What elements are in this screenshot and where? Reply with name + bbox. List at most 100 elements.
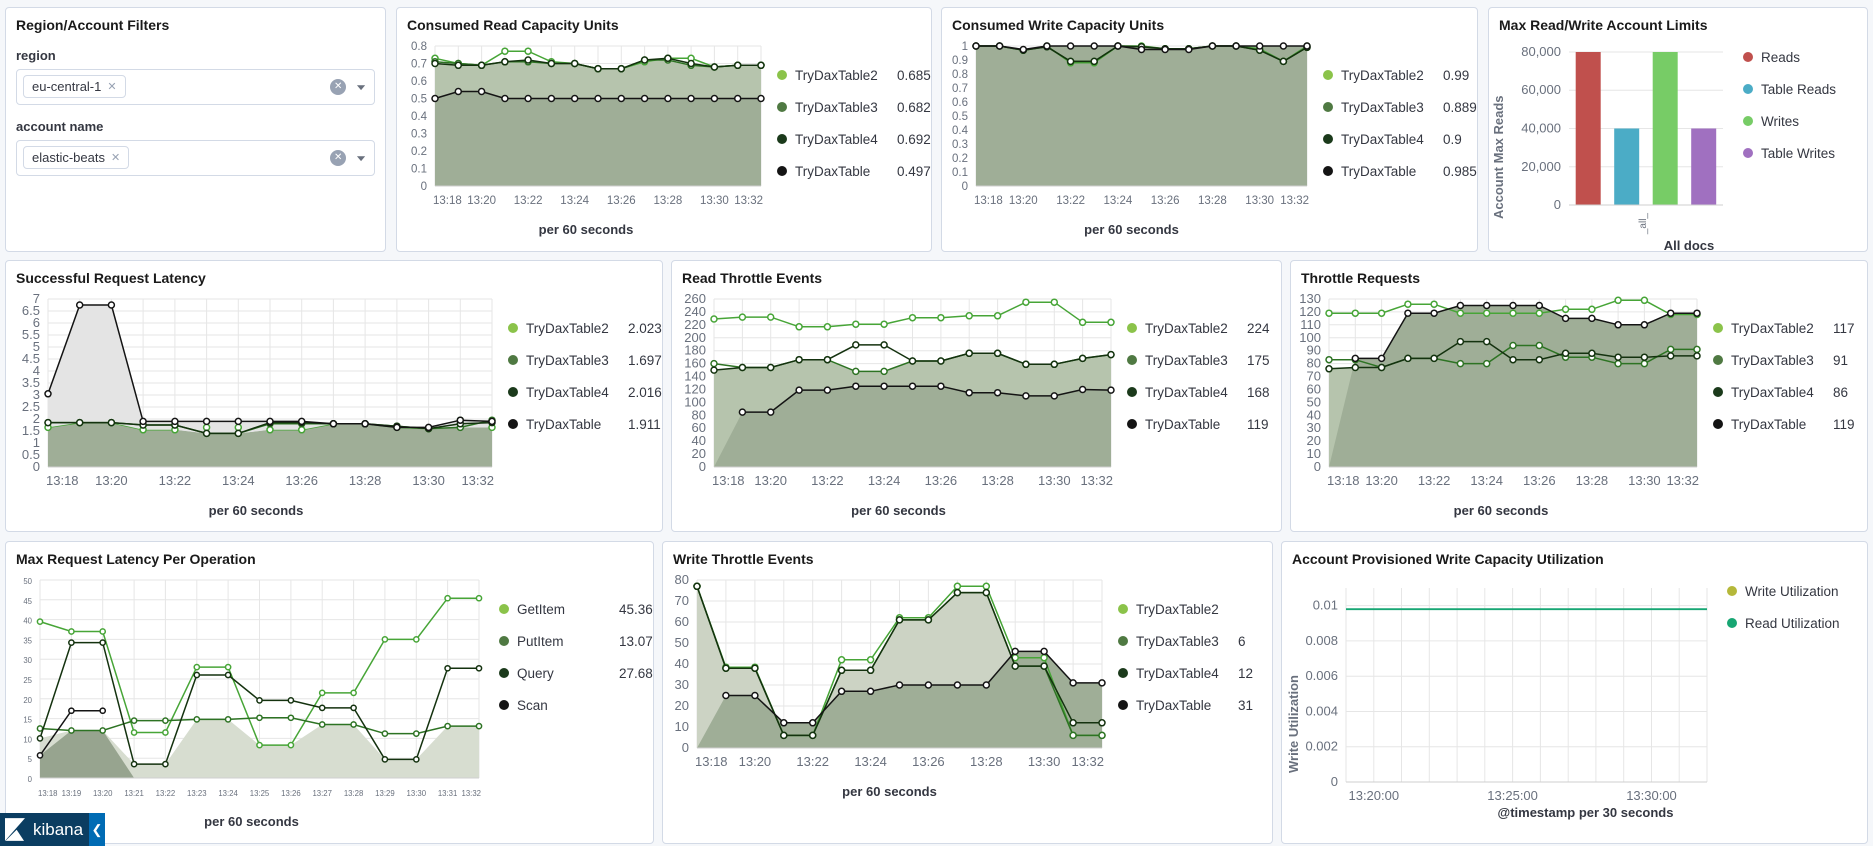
svg-text:0: 0: [28, 775, 33, 784]
svg-text:60,000: 60,000: [1521, 82, 1561, 97]
svg-text:13:18: 13:18: [695, 754, 728, 769]
svg-text:110: 110: [1300, 317, 1321, 332]
svg-text:0.006: 0.006: [1305, 668, 1338, 683]
svg-text:13:21: 13:21: [124, 789, 144, 798]
svg-text:60: 60: [1307, 381, 1321, 396]
svg-text:13:20:00: 13:20:00: [1348, 788, 1399, 803]
svg-text:13:22: 13:22: [811, 473, 844, 488]
svg-text:120: 120: [1299, 304, 1321, 319]
svg-text:50: 50: [675, 635, 689, 650]
svg-text:13:30:00: 13:30:00: [1626, 788, 1677, 803]
svg-text:5: 5: [28, 755, 33, 764]
svg-text:80: 80: [675, 572, 689, 587]
svg-text:0.6: 0.6: [411, 76, 427, 88]
svg-text:13:30: 13:30: [1245, 195, 1274, 207]
svg-text:13:22: 13:22: [1418, 473, 1451, 488]
svg-text:10: 10: [23, 735, 32, 744]
svg-text:140: 140: [684, 368, 706, 383]
svg-text:0: 0: [962, 181, 968, 193]
svg-text:13:24: 13:24: [868, 473, 901, 488]
svg-text:13:29: 13:29: [375, 789, 395, 798]
svg-text:20: 20: [23, 696, 32, 705]
svg-text:13:26: 13:26: [912, 754, 945, 769]
svg-text:13:20: 13:20: [754, 473, 787, 488]
svg-text:0: 0: [682, 740, 689, 755]
svg-text:0.002: 0.002: [1305, 738, 1338, 753]
svg-text:0: 0: [699, 459, 706, 474]
svg-text:0.5: 0.5: [952, 111, 968, 123]
svg-text:20: 20: [692, 446, 706, 461]
svg-text:50: 50: [1307, 394, 1321, 409]
svg-text:13:18: 13:18: [46, 473, 79, 488]
svg-text:13:18: 13:18: [1327, 473, 1360, 488]
svg-text:13:28: 13:28: [1576, 473, 1609, 488]
svg-text:40: 40: [692, 433, 706, 448]
svg-text:13:30: 13:30: [1028, 754, 1061, 769]
svg-text:220: 220: [684, 317, 706, 332]
svg-text:13:32: 13:32: [1280, 195, 1309, 207]
svg-text:0.8: 0.8: [411, 41, 427, 53]
svg-text:13:28: 13:28: [1198, 195, 1227, 207]
svg-text:13:32: 13:32: [1071, 754, 1104, 769]
svg-text:15: 15: [23, 715, 32, 724]
svg-text:13:22: 13:22: [514, 195, 543, 207]
svg-text:160: 160: [684, 355, 706, 370]
svg-text:13:30: 13:30: [1038, 473, 1071, 488]
svg-text:60: 60: [692, 420, 706, 435]
svg-text:13:32: 13:32: [1080, 473, 1113, 488]
svg-text:30: 30: [675, 677, 689, 692]
svg-text:10: 10: [675, 719, 689, 734]
svg-text:240: 240: [684, 304, 706, 319]
svg-text:13:18: 13:18: [974, 195, 1003, 207]
svg-text:70: 70: [1307, 368, 1321, 383]
svg-text:0.4: 0.4: [952, 125, 969, 137]
svg-text:0.008: 0.008: [1305, 633, 1338, 648]
svg-text:50: 50: [23, 577, 32, 586]
svg-text:130: 130: [1299, 291, 1321, 306]
svg-text:13:30: 13:30: [700, 195, 729, 207]
svg-text:0.1: 0.1: [952, 167, 968, 179]
svg-text:13:32: 13:32: [461, 789, 481, 798]
svg-text:0.2: 0.2: [952, 153, 968, 165]
svg-text:0: 0: [1331, 774, 1338, 789]
svg-text:13:22: 13:22: [159, 473, 192, 488]
svg-text:13:28: 13:28: [344, 789, 364, 798]
svg-text:0.004: 0.004: [1305, 703, 1338, 718]
svg-text:80: 80: [1307, 355, 1321, 370]
svg-text:60: 60: [675, 614, 689, 629]
svg-text:13:24: 13:24: [1104, 195, 1133, 207]
svg-text:13:20: 13:20: [1365, 473, 1398, 488]
svg-text:13:28: 13:28: [654, 195, 683, 207]
svg-text:0.2: 0.2: [411, 146, 427, 158]
svg-text:13:20: 13:20: [95, 473, 128, 488]
svg-text:13:30: 13:30: [1628, 473, 1661, 488]
svg-text:260: 260: [684, 291, 706, 306]
svg-text:100: 100: [1299, 330, 1321, 345]
svg-text:0.6: 0.6: [952, 97, 968, 109]
svg-text:200: 200: [684, 330, 706, 345]
svg-text:0.7: 0.7: [411, 58, 427, 70]
svg-text:90: 90: [1307, 342, 1321, 357]
svg-text:13:26: 13:26: [285, 473, 318, 488]
svg-text:0: 0: [1314, 459, 1321, 474]
svg-text:13:23: 13:23: [187, 789, 207, 798]
svg-text:13:31: 13:31: [438, 789, 458, 798]
svg-text:13:22: 13:22: [796, 754, 829, 769]
svg-text:13:22: 13:22: [156, 789, 176, 798]
svg-text:13:18: 13:18: [38, 789, 58, 798]
svg-text:13:27: 13:27: [312, 789, 332, 798]
svg-text:0.3: 0.3: [411, 128, 427, 140]
svg-text:0.9: 0.9: [952, 55, 968, 67]
svg-text:25: 25: [23, 676, 32, 685]
svg-text:13:32: 13:32: [1666, 473, 1699, 488]
svg-text:35: 35: [23, 636, 32, 645]
svg-text:13:30: 13:30: [407, 789, 427, 798]
svg-text:13:25:00: 13:25:00: [1487, 788, 1538, 803]
svg-text:13:28: 13:28: [981, 473, 1014, 488]
svg-text:7: 7: [33, 291, 40, 306]
svg-text:13:28: 13:28: [970, 754, 1003, 769]
svg-text:13:32: 13:32: [461, 473, 494, 488]
svg-text:13:18: 13:18: [712, 473, 745, 488]
svg-text:13:24: 13:24: [854, 754, 887, 769]
svg-text:13:28: 13:28: [349, 473, 382, 488]
